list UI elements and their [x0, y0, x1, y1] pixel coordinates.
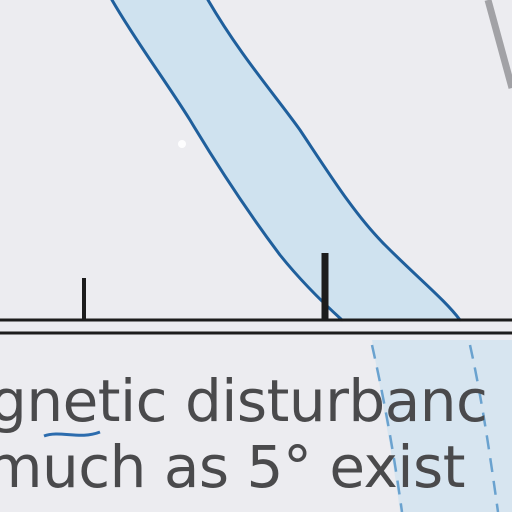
river-water [112, 0, 460, 320]
river-shoreline-lower-right [468, 344, 500, 512]
map-note-line-1: gnetic disturbanc [0, 367, 488, 435]
river-shoreline-left [110, 0, 344, 322]
water-squiggle [43, 430, 101, 438]
gray-boundary-line [484, 0, 512, 89]
map-note-line-2: much as 5° exist [0, 433, 465, 501]
map-speck [178, 140, 186, 148]
river-shoreline-right [206, 0, 462, 322]
river-shoreline-lower-left [370, 344, 404, 512]
river-water-lower [372, 340, 512, 512]
